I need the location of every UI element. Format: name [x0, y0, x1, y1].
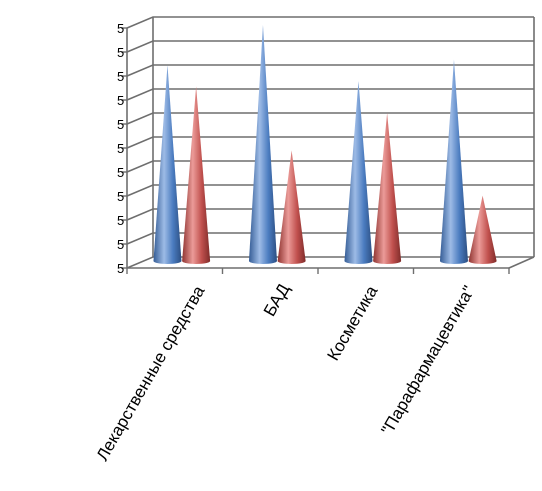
gridline: [126, 136, 534, 149]
cone-body: [248, 25, 277, 264]
y-tick-label: 5: [117, 21, 124, 36]
gridline: [126, 40, 534, 53]
chart-cones: [153, 25, 497, 264]
cone: [277, 150, 306, 264]
cone: [439, 59, 468, 264]
gridline: [126, 112, 534, 125]
category-label: БАД: [260, 280, 294, 320]
chart-walls: [126, 16, 535, 274]
cone: [182, 86, 211, 264]
cone-body: [153, 65, 182, 264]
gridline: [126, 16, 534, 29]
cone-body: [182, 86, 211, 264]
cone: [468, 195, 497, 264]
cone-body: [277, 150, 306, 264]
gridline: [126, 88, 534, 101]
category-label: Лекарственные средства: [93, 282, 209, 464]
y-axis-ticks: 5 5 5 5 5 5 5 5 5 5 5: [117, 21, 127, 276]
y-tick-label: 5: [117, 213, 124, 228]
cone: [344, 81, 373, 264]
cone-body: [468, 195, 497, 264]
gridline: [126, 64, 534, 77]
floor-right-edge: [508, 256, 535, 269]
category-labels: Лекарственные средства БАД Косметика"Параф…: [93, 280, 479, 464]
cone: [153, 65, 182, 264]
y-tick-label: 5: [117, 69, 124, 84]
y-tick-label: 5: [117, 93, 124, 108]
y-tick-label: 5: [117, 237, 124, 252]
y-tick-label: 5: [117, 117, 124, 132]
y-tick-label: 5: [117, 165, 124, 180]
cone-body: [344, 81, 373, 264]
y-tick-label: 5: [117, 189, 124, 204]
cone-body: [373, 113, 402, 264]
gridline: [126, 160, 534, 173]
y-tick-label: 5: [117, 141, 124, 156]
y-tick-label: 5: [117, 45, 124, 60]
cone-body: [439, 59, 468, 264]
cone: [248, 25, 277, 264]
cone: [373, 113, 402, 264]
y-tick-label: 5: [117, 261, 124, 276]
category-label: "Парафармацевтика": [378, 283, 479, 439]
category-label: Косметика: [324, 282, 382, 364]
